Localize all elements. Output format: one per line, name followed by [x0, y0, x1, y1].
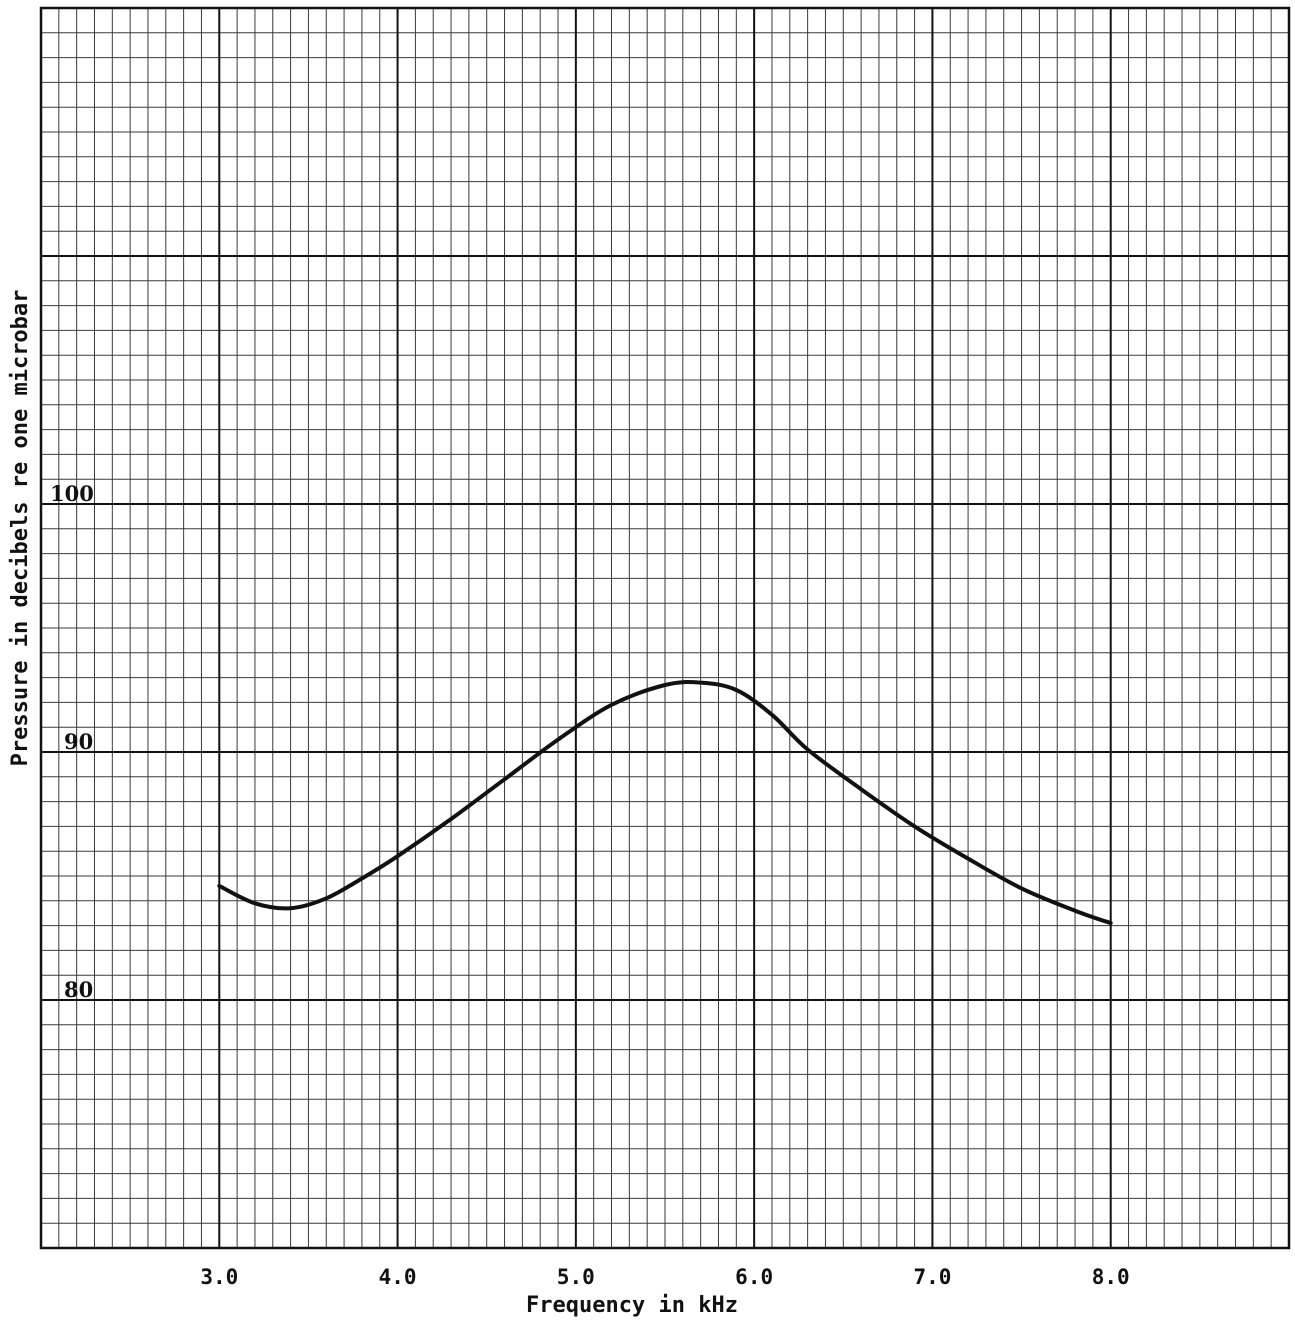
- minor-grid: [41, 8, 1289, 1248]
- y-axis-title: Pressure in decibels re one microbar: [8, 290, 33, 767]
- x-tick-label: 4.0: [379, 1265, 417, 1289]
- x-tick-label: 8.0: [1092, 1265, 1130, 1289]
- x-tick-label: 5.0: [557, 1265, 595, 1289]
- y-tick-label: 90: [64, 729, 93, 754]
- x-axis-title: Frequency in kHz: [526, 1293, 738, 1318]
- x-tick-label: 6.0: [735, 1265, 773, 1289]
- y-tick-labels: 100 90 80: [50, 481, 94, 1002]
- y-tick-label: 100: [50, 481, 94, 506]
- series-line: [217, 679, 1113, 926]
- x-tick-labels: 3.0 4.0 5.0 6.0 7.0 8.0: [200, 1265, 1129, 1289]
- series-layer: [217, 679, 1113, 926]
- y-tick-label: 80: [64, 977, 93, 1002]
- plot-frame: [39, 6, 1291, 1250]
- x-tick-label: 3.0: [200, 1265, 238, 1289]
- x-tick-label: 7.0: [913, 1265, 951, 1289]
